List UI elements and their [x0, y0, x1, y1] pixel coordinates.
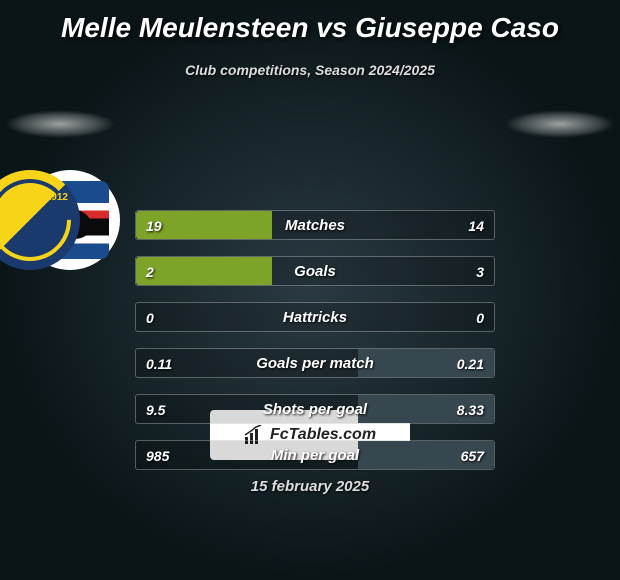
stat-label: Goals — [136, 257, 494, 286]
stat-value-right: 14 — [468, 211, 484, 240]
stat-row: 0.11Goals per match0.21 — [135, 348, 495, 378]
stat-label: Hattricks — [136, 303, 494, 332]
stat-row: 9.5Shots per goal8.33 — [135, 394, 495, 424]
stat-row: 0Hattricks0 — [135, 302, 495, 332]
stat-value-right: 8.33 — [457, 395, 484, 424]
subtitle: Club competitions, Season 2024/2025 — [0, 62, 620, 78]
stat-value-right: 3 — [476, 257, 484, 286]
shadow-ellipse-left — [5, 110, 115, 138]
shadow-ellipse-right — [505, 110, 615, 138]
crest-right-year: 1912 — [46, 192, 68, 203]
stat-value-right: 657 — [461, 441, 484, 470]
stat-row: 985Min per goal657 — [135, 440, 495, 470]
stat-row: 2Goals3 — [135, 256, 495, 286]
stat-label: Matches — [136, 211, 494, 240]
stat-value-right: 0.21 — [457, 349, 484, 378]
page-title: Melle Meulensteen vs Giuseppe Caso — [0, 0, 620, 44]
stat-label: Min per goal — [136, 441, 494, 470]
stat-bars: 19Matches14 2Goals3 0Hattricks0 0.11Goals p… — [135, 210, 495, 486]
comparison-panel: 1912 19Matches14 2Goals3 0Hattricks0 0.11Go… — [0, 110, 620, 390]
stat-row: 19Matches14 — [135, 210, 495, 240]
stat-label: Shots per goal — [136, 395, 494, 424]
stat-value-right: 0 — [476, 303, 484, 332]
stat-label: Goals per match — [136, 349, 494, 378]
